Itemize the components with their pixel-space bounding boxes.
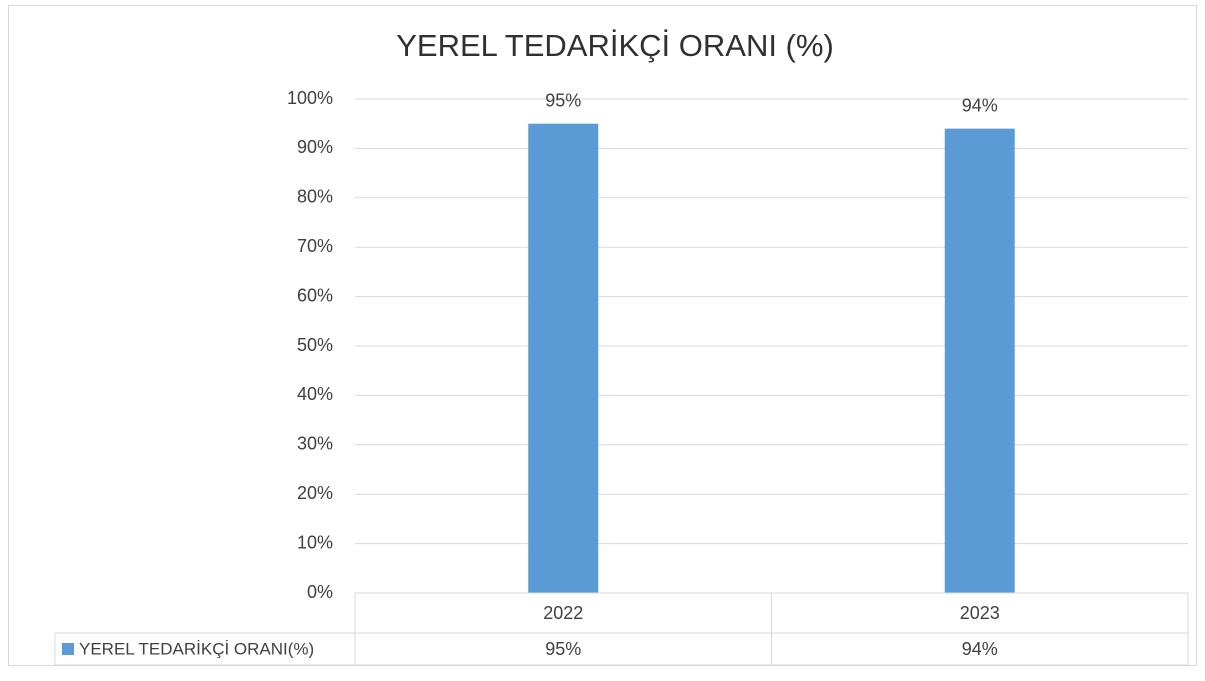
chart-title: YEREL TEDARİKÇİ ORANI (%)	[396, 28, 834, 63]
y-tick-label: 60%	[297, 285, 333, 305]
data-label: 95%	[545, 90, 581, 110]
y-tick-label: 30%	[297, 434, 333, 454]
data-label: 94%	[962, 95, 998, 115]
table-value: 94%	[962, 639, 998, 659]
y-tick-label: 20%	[297, 483, 333, 503]
bar	[944, 128, 1015, 593]
chart-border	[8, 5, 1197, 666]
y-tick-label: 70%	[297, 236, 333, 256]
y-tick-label: 40%	[297, 384, 333, 404]
y-tick-label: 50%	[297, 335, 333, 355]
table-value: 95%	[545, 639, 581, 659]
y-tick-label: 80%	[297, 187, 333, 207]
y-tick-label: 10%	[297, 532, 333, 552]
x-tick-label: 2023	[960, 603, 1000, 623]
legend-swatch	[62, 643, 74, 655]
legend-label: YEREL TEDARİKÇİ ORANI(%)	[79, 639, 314, 658]
x-tick-label: 2022	[543, 603, 583, 623]
y-tick-label: 100%	[287, 88, 333, 108]
y-tick-label: 90%	[297, 137, 333, 157]
bar	[528, 123, 599, 593]
y-tick-label: 0%	[307, 582, 333, 602]
